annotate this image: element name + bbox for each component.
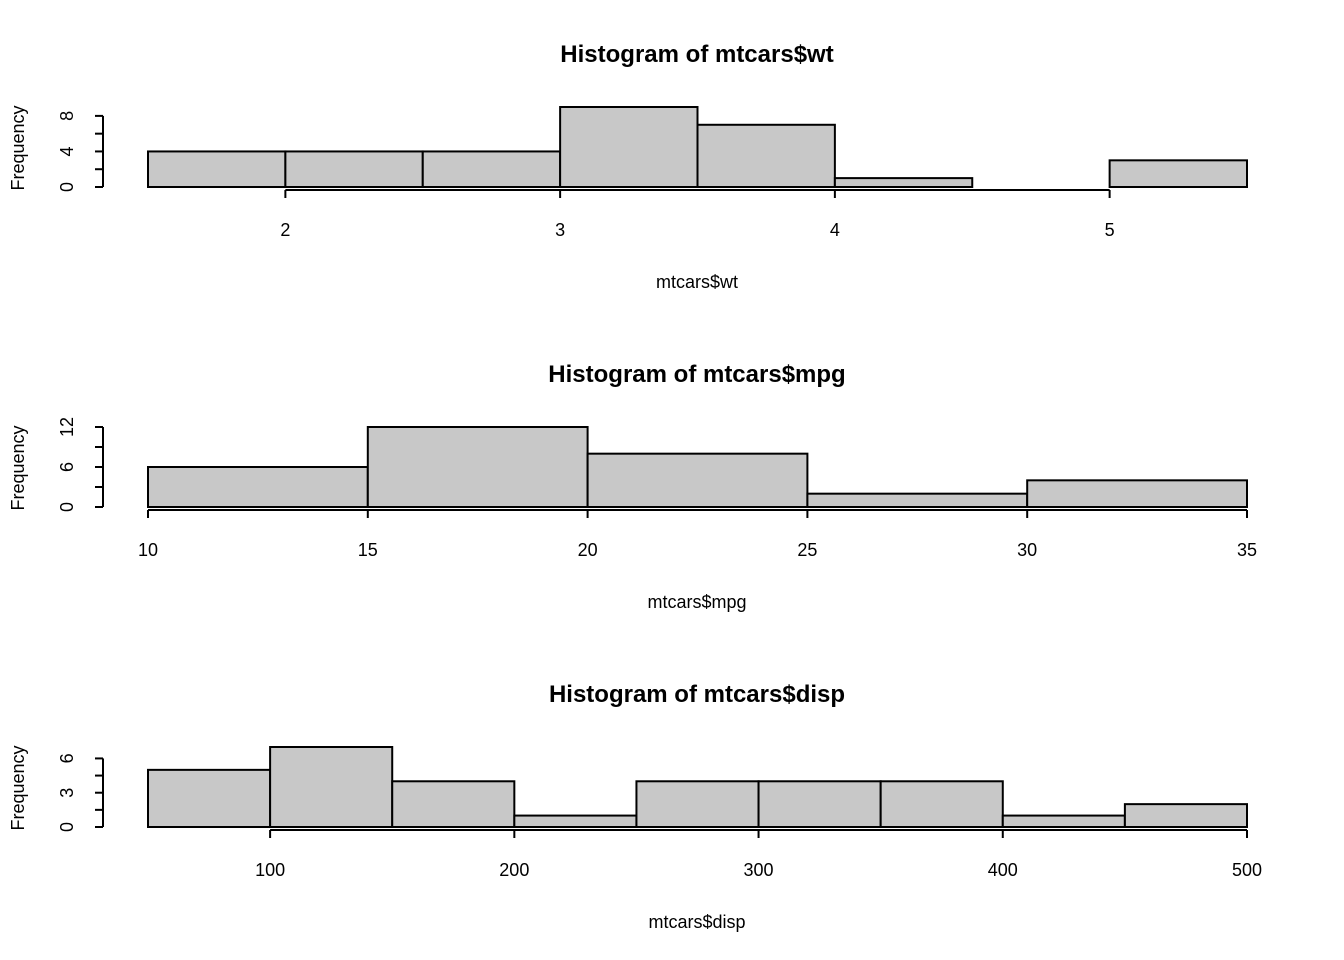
x-tick-label: 35	[1237, 540, 1257, 560]
histogram-bar	[879, 780, 1004, 828]
histogram-bar	[284, 150, 424, 188]
histogram-bar	[513, 814, 638, 828]
histogram-bar	[1123, 803, 1249, 829]
y-axis-label: Frequency	[8, 745, 28, 830]
y-tick-label: 8	[57, 111, 77, 121]
y-tick-label: 12	[57, 417, 77, 437]
histogram-bar	[696, 123, 836, 188]
histogram-panel-disp: Histogram of mtcars$disp mtcars$disp Fre…	[8, 681, 1262, 932]
histogram-bar	[833, 177, 974, 189]
histogram-bar	[806, 492, 1029, 508]
histogram-bar	[757, 780, 882, 828]
y-tick-label: 0	[57, 502, 77, 512]
y-tick-label: 6	[57, 462, 77, 472]
x-tick-label: 2	[280, 220, 290, 240]
histogram-bar	[1026, 479, 1248, 509]
y-axis-label: Frequency	[8, 105, 28, 190]
histogram-bar	[635, 780, 760, 828]
histogram-bar	[366, 426, 589, 508]
histogram-panel-wt: Histogram of mtcars$wt mtcars$wt Frequen…	[8, 41, 1248, 292]
x-tick-label: 5	[1105, 220, 1115, 240]
x-tick-label: 20	[578, 540, 598, 560]
y-tick-label: 0	[57, 822, 77, 832]
y-tick-label: 0	[57, 182, 77, 192]
histogram-bar	[1001, 814, 1126, 828]
x-tick-label: 15	[358, 540, 378, 560]
x-tick-label: 4	[830, 220, 840, 240]
histogram-bar	[1108, 159, 1248, 188]
histogram-bar	[147, 150, 287, 188]
x-axis-label: mtcars$wt	[656, 272, 738, 292]
histogram-bar	[147, 768, 272, 828]
y-axis-label: Frequency	[8, 425, 28, 510]
histogram-panel-mpg: Histogram of mtcars$mpg mtcars$mpg Frequ…	[8, 361, 1257, 612]
histogram-bar	[391, 780, 516, 828]
x-axis-label: mtcars$mpg	[647, 592, 746, 612]
x-tick-label: 10	[138, 540, 158, 560]
chart-title: Histogram of mtcars$disp	[549, 681, 845, 708]
histogram-bar	[586, 452, 809, 508]
y-tick-label: 4	[57, 146, 77, 156]
x-tick-label: 400	[988, 860, 1018, 880]
x-tick-label: 500	[1232, 860, 1262, 880]
chart-title: Histogram of mtcars$mpg	[548, 361, 845, 388]
histogram-bar	[559, 106, 699, 188]
x-tick-label: 30	[1017, 540, 1037, 560]
x-tick-label: 25	[797, 540, 817, 560]
x-tick-label: 300	[744, 860, 774, 880]
histogram-bar	[421, 150, 562, 188]
x-axis-label: mtcars$disp	[648, 912, 745, 932]
y-tick-label: 3	[57, 788, 77, 798]
histogram-bar	[147, 466, 369, 508]
histogram-bar	[269, 746, 394, 828]
x-tick-label: 3	[555, 220, 565, 240]
y-tick-label: 6	[57, 753, 77, 763]
chart-title: Histogram of mtcars$wt	[560, 41, 833, 68]
x-tick-label: 200	[499, 860, 529, 880]
x-tick-label: 100	[255, 860, 285, 880]
